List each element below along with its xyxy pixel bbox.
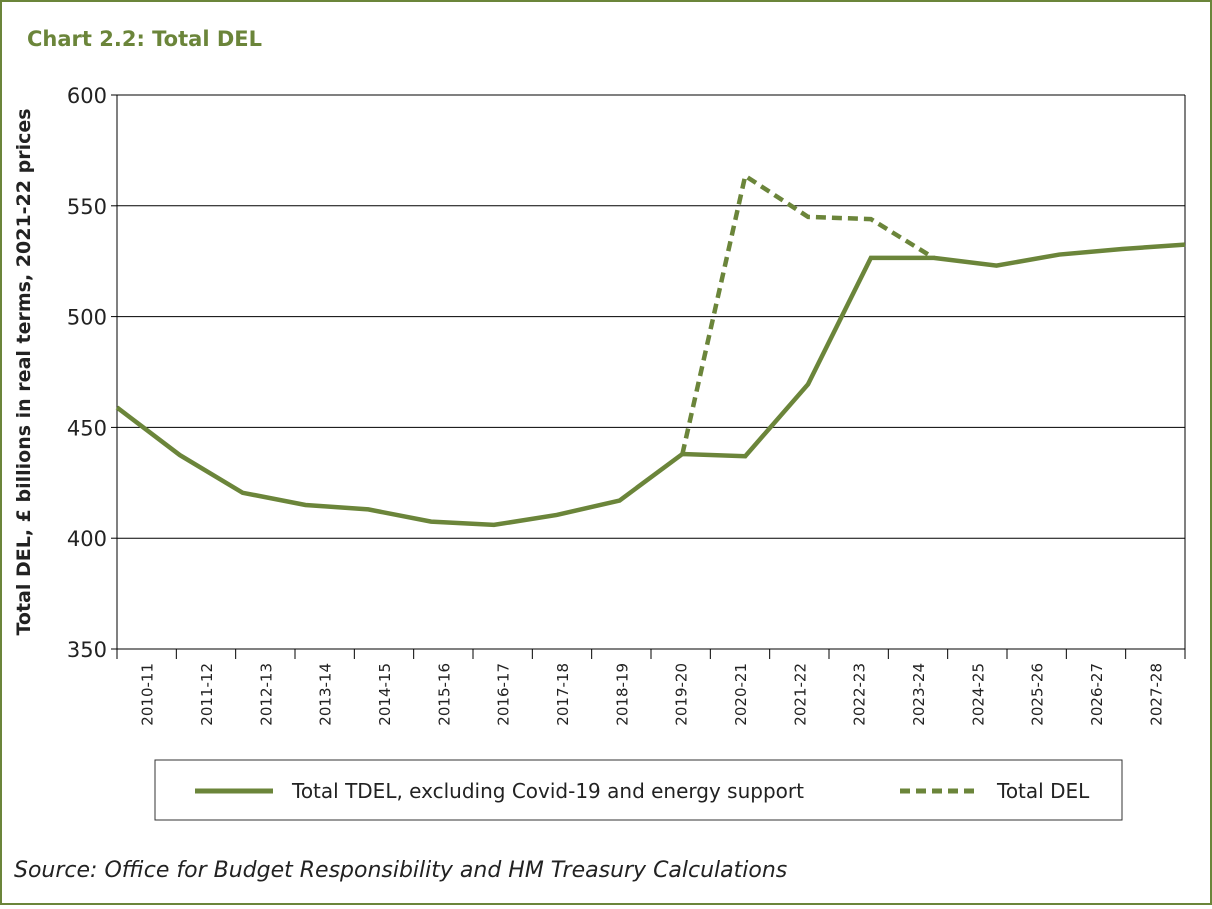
x-tick-label: 2011-12: [198, 663, 216, 726]
legend-box: [154, 759, 1123, 821]
y-tick-label: 350: [67, 638, 107, 662]
x-tick-label: 2024-25: [969, 663, 987, 726]
y-tick-label: 500: [67, 306, 107, 330]
x-tick-label: 2026-27: [1088, 663, 1106, 726]
x-tick-label: 2015-16: [435, 663, 453, 726]
y-axis-label: Total DEL, £ billions in real terms, 202…: [13, 108, 35, 635]
x-tick-label: 2016-17: [495, 663, 513, 726]
x-tick-label: 2014-15: [376, 663, 394, 726]
x-tick-label: 2010-11: [139, 663, 157, 726]
y-tick-label: 550: [67, 195, 107, 219]
x-tick-label: 2027-28: [1147, 663, 1165, 726]
x-tick-label: 2018-19: [613, 663, 631, 726]
x-tick-label: 2013-14: [317, 663, 335, 726]
source-note: Source: Office for Budget Responsibility…: [14, 858, 787, 883]
x-tick-label: 2020-21: [732, 663, 750, 726]
legend-label: Total DEL: [996, 779, 1090, 803]
chart-title: Chart 2.2: Total DEL: [27, 27, 262, 51]
y-tick-label: 450: [67, 416, 107, 440]
series-line: [680, 172, 935, 455]
x-tick-label: 2023-24: [910, 663, 928, 726]
x-tick-label: 2021-22: [791, 663, 809, 726]
x-tick-label: 2017-18: [554, 663, 572, 726]
x-tick-label: 2022-23: [851, 663, 869, 726]
y-tick-label: 400: [67, 527, 107, 551]
legend-label: Total TDEL, excluding Covid-19 and energ…: [291, 779, 804, 803]
x-tick-label: 2019-20: [673, 663, 691, 726]
x-tick-label: 2025-26: [1029, 663, 1047, 726]
x-tick-label: 2012-13: [257, 663, 275, 726]
y-tick-label: 600: [67, 84, 107, 108]
series-line: [115, 242, 1186, 528]
